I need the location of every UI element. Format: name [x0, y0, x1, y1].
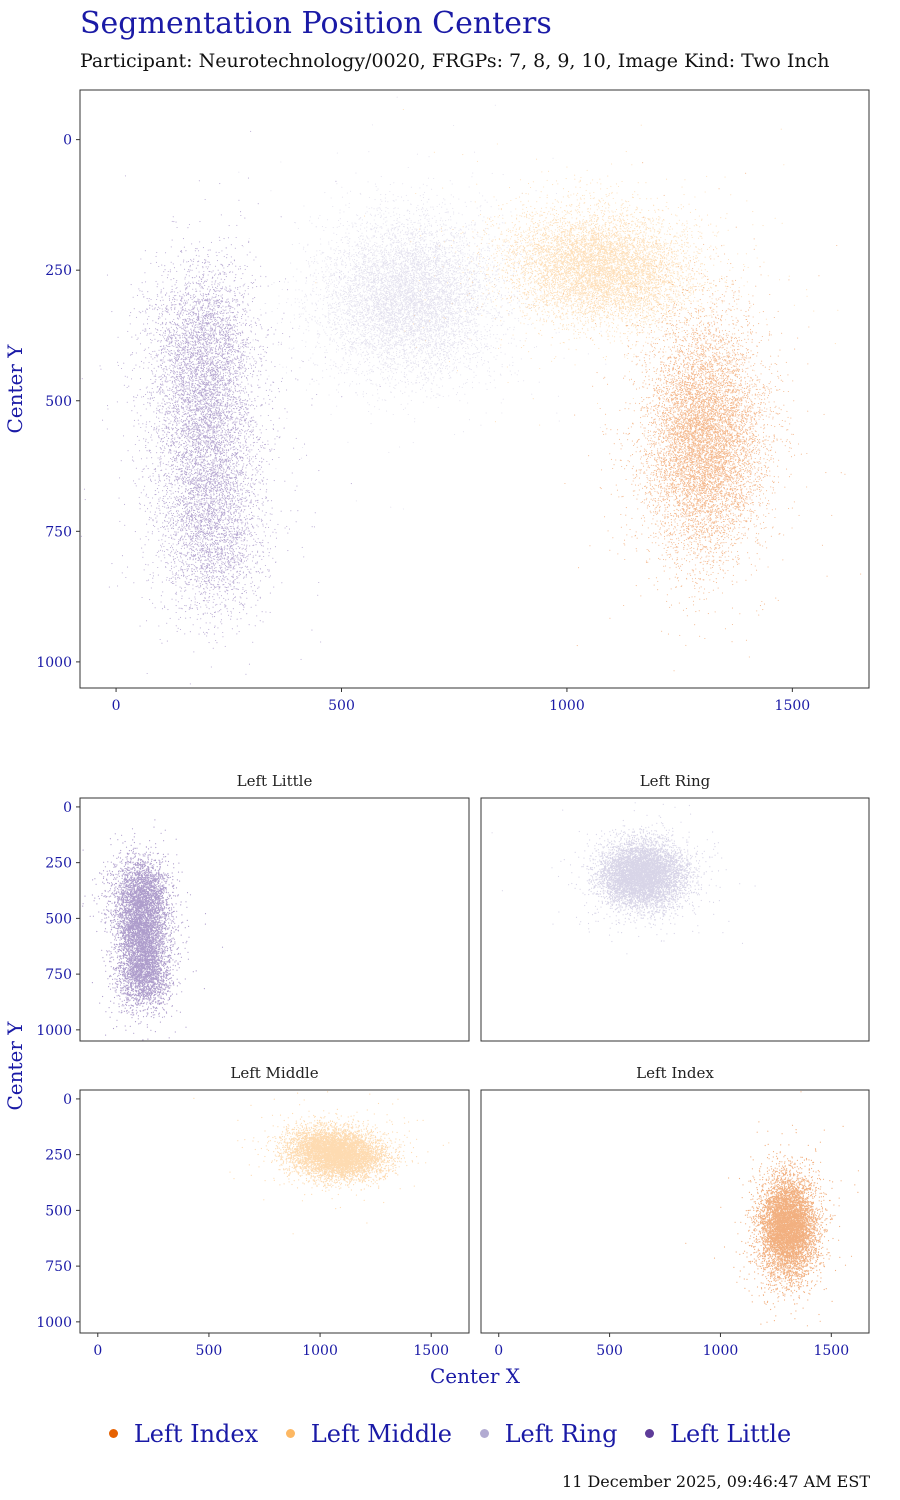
series-left-little: [63, 796, 223, 1083]
y-tick-label: 1000: [36, 655, 72, 671]
x-tick-label: 0: [112, 698, 121, 714]
y-tick-label: 500: [45, 911, 72, 927]
series-left-middle: [193, 1082, 449, 1234]
points-group: [193, 1082, 449, 1234]
legend-item-left-middle: Left Middle: [286, 1420, 452, 1448]
points-group: [492, 775, 756, 954]
x-tick-label: 0: [93, 1343, 102, 1359]
y-tick-label: 750: [45, 524, 72, 540]
facet-title: Left Middle: [230, 1064, 318, 1082]
legend-label: Left Middle: [311, 1420, 452, 1448]
y-tick-label: 750: [45, 1259, 72, 1275]
scatter-points: [193, 1082, 449, 1234]
x-tick-label: 1500: [775, 698, 811, 714]
y-tick-label: 1000: [36, 1023, 72, 1039]
y-tick-label: 1000: [36, 1315, 72, 1331]
legend-dot-icon: [645, 1429, 654, 1438]
x-tick-label: 0: [494, 1343, 503, 1359]
panel-border: [80, 90, 869, 688]
panel-border: [481, 1090, 869, 1333]
facet-panel-left-ring: Left Ring: [481, 772, 869, 1041]
y-tick-label: 0: [63, 1092, 72, 1108]
x-tick-label: 1500: [813, 1343, 849, 1359]
x-axis-title: Center X: [430, 1364, 521, 1388]
y-tick-label: 500: [45, 1203, 72, 1219]
x-tick-label: 1000: [703, 1343, 739, 1359]
y-tick-label: 250: [45, 263, 72, 279]
panel-border: [481, 798, 869, 1041]
legend-label: Left Little: [670, 1420, 791, 1448]
legend-dot-icon: [109, 1429, 118, 1438]
facet-title: Left Index: [636, 1064, 714, 1082]
x-tick-label: 1500: [413, 1343, 449, 1359]
series-left-ring: [492, 775, 756, 954]
x-tick-label: 500: [596, 1343, 623, 1359]
scatter-points: [45, 131, 380, 756]
x-tick-label: 500: [328, 698, 355, 714]
legend-label: Left Index: [134, 1420, 258, 1448]
y-axis-title-facets: Center Y: [3, 1021, 27, 1111]
facet-title: Left Ring: [640, 772, 711, 790]
legend-label: Left Ring: [505, 1420, 618, 1448]
legend-item-left-ring: Left Ring: [480, 1420, 618, 1448]
legend-dot-icon: [286, 1429, 295, 1438]
x-tick-label: 1000: [302, 1343, 338, 1359]
x-tick-label: 1000: [549, 698, 585, 714]
facet-title: Left Little: [237, 772, 313, 790]
legend-item-left-index: Left Index: [109, 1420, 258, 1448]
legend-item-left-little: Left Little: [645, 1420, 791, 1448]
facet-panel-left-little: Left Little 0 250 500 750 1000: [36, 772, 469, 1083]
series-left-index: [685, 1066, 859, 1369]
y-tick-label: 250: [45, 1148, 72, 1164]
y-tick-label: 750: [45, 967, 72, 983]
scatter-points: [63, 796, 223, 1083]
panel-border: [80, 1090, 469, 1333]
x-tick-label: 500: [196, 1343, 223, 1359]
points-group: [63, 796, 223, 1083]
y-tick-label: 500: [45, 394, 72, 410]
y-tick-label: 250: [45, 856, 72, 872]
y-tick-label: 0: [63, 133, 72, 149]
timestamp: 11 December 2025, 09:46:47 AM EST: [562, 1472, 870, 1491]
facet-panel-left-index: Left Index 0 500 1000 1500: [481, 1064, 869, 1369]
facet-panel-left-middle: Left Middle 0 250 500 750 1000 0 500 1000 1500: [36, 1064, 469, 1359]
combined-scatter-panel: 0 250 500 750 1000 0 500 1000 1500 Center Y: [3, 90, 900, 755]
y-axis-title: Center Y: [3, 344, 27, 434]
legend-dot-icon: [480, 1429, 489, 1438]
scatter-points: [492, 775, 756, 954]
scatter-points: [685, 1066, 859, 1369]
legend: Left Index Left Middle Left Ring Left Li…: [0, 1420, 900, 1448]
series-left-little: [45, 131, 380, 756]
points-group: [45, 97, 900, 756]
y-tick-label: 0: [63, 800, 72, 816]
points-group: [685, 1066, 859, 1369]
